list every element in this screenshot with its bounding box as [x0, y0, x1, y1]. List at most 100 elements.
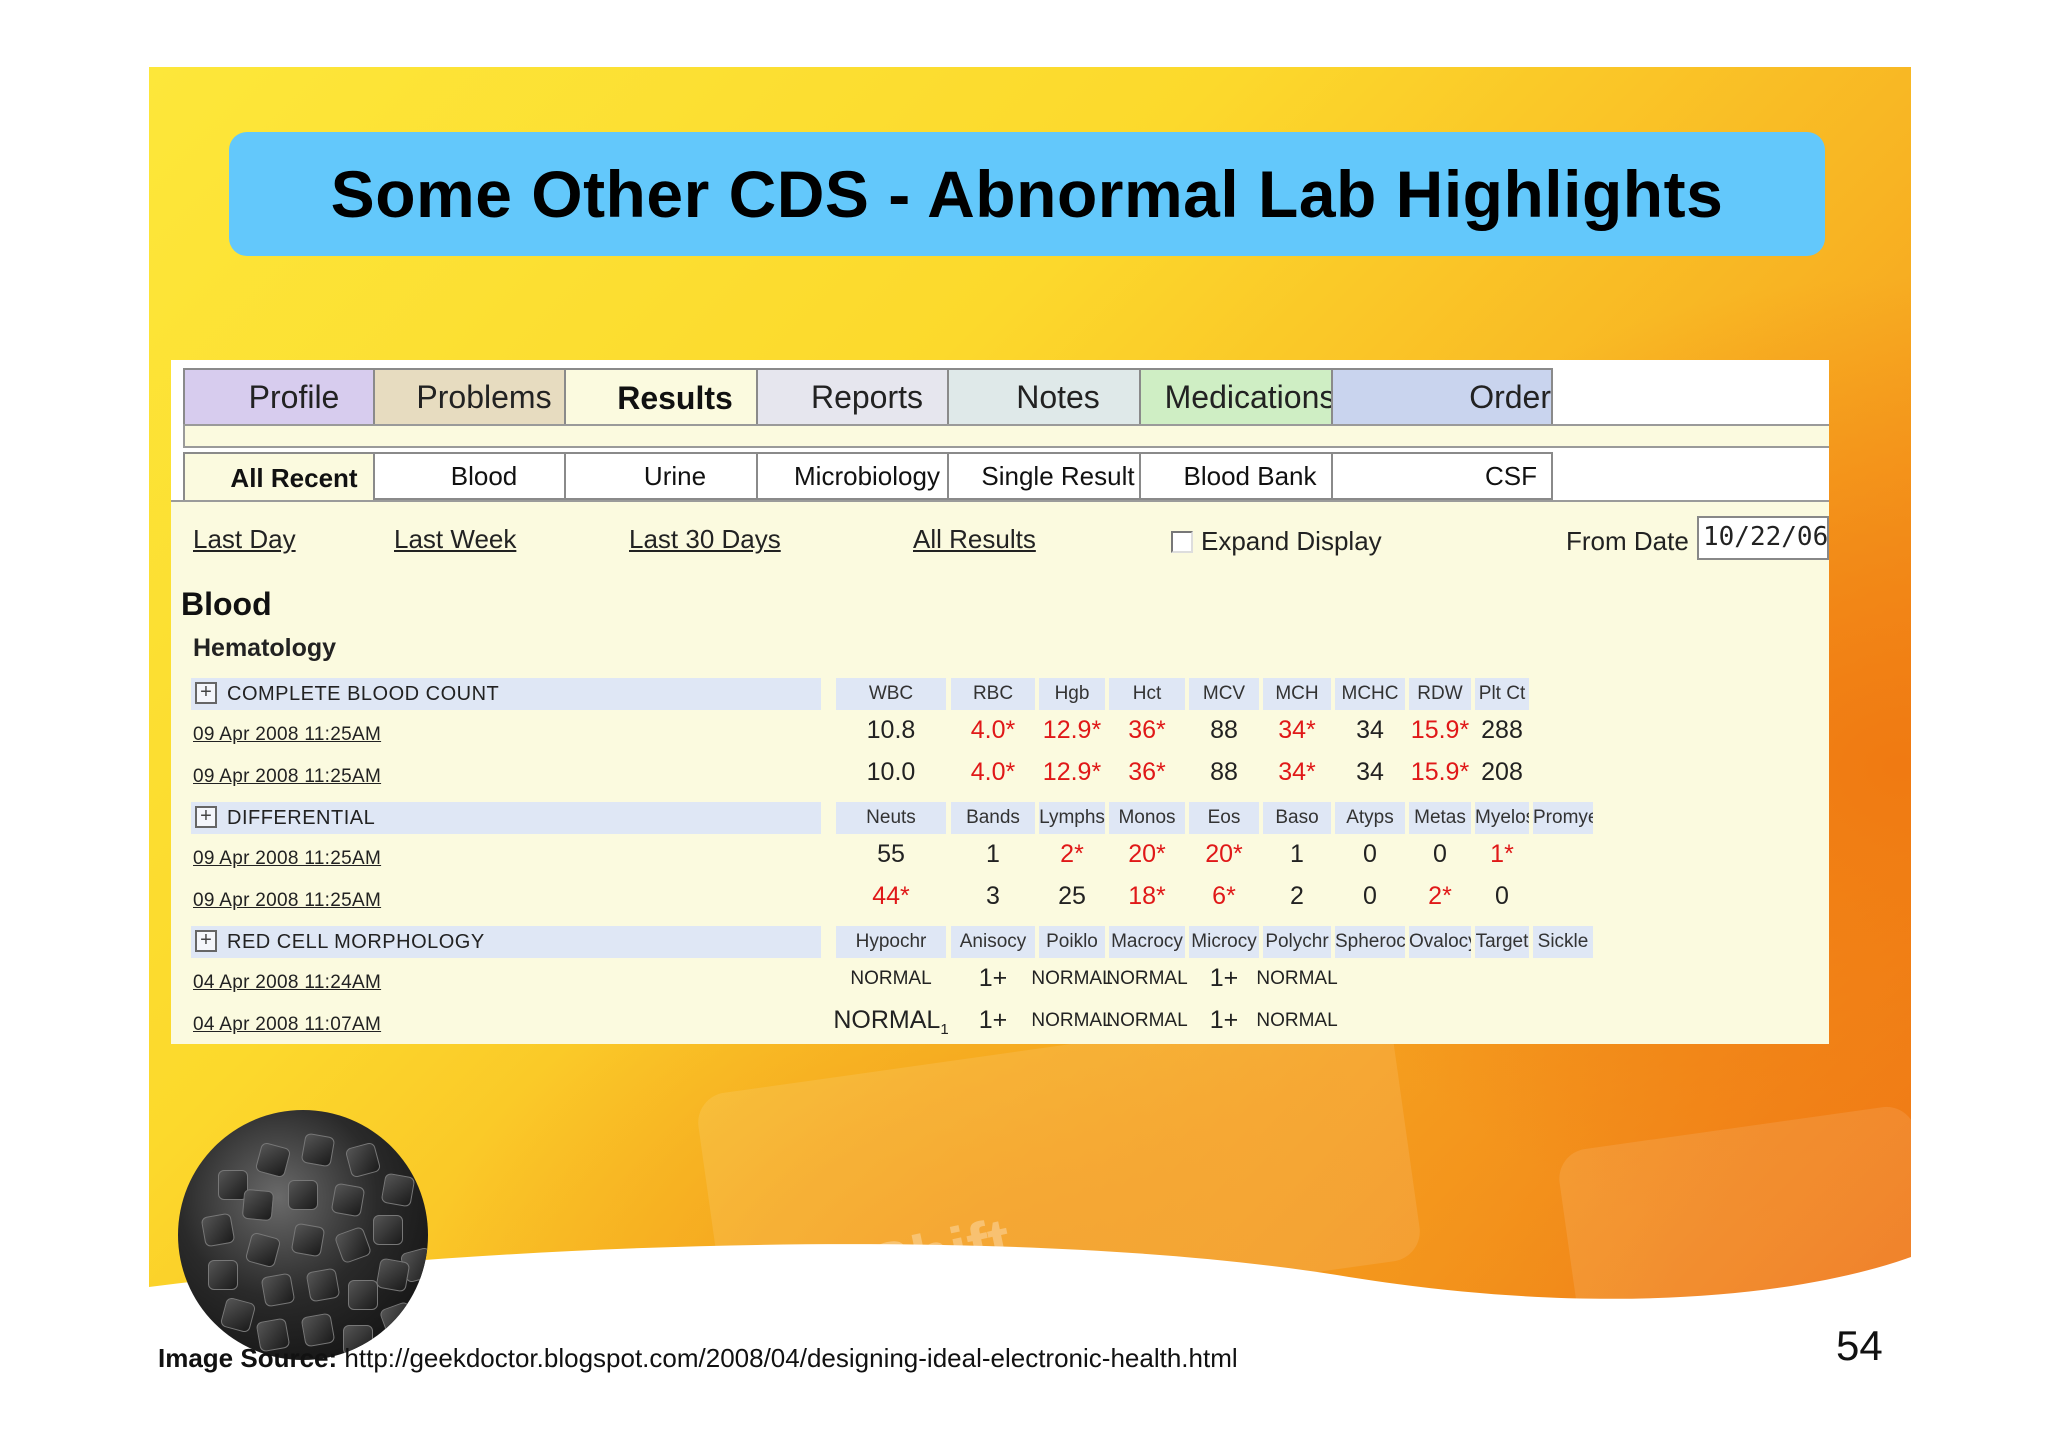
tab-notes[interactable]: Notes: [947, 368, 1169, 424]
column-header: MCV: [1189, 678, 1259, 710]
abnormal-lab-value: 20*: [1179, 840, 1269, 869]
footnote-marker[interactable]: 1: [940, 1021, 949, 1038]
tab-results[interactable]: Results: [564, 368, 786, 426]
globe-key-shape: [333, 1225, 373, 1265]
lab-value-text: NORMAL: [850, 968, 932, 989]
from-date-input[interactable]: 10/22/06: [1697, 516, 1829, 560]
abnormal-lab-value: 20*: [1099, 840, 1195, 869]
lab-value-text: 1+: [978, 964, 1008, 992]
lab-value: 0: [1325, 882, 1415, 911]
abnormal-lab-value: 1*: [1465, 840, 1539, 869]
column-header: WBC: [836, 678, 946, 710]
lab-value-text: NORMAL: [1256, 1010, 1338, 1031]
group-name: COMPLETE BLOOD COUNT: [227, 683, 500, 705]
expand-plus-icon[interactable]: +: [195, 682, 217, 704]
tab-profile[interactable]: Profile: [183, 368, 405, 424]
globe-key-shape: [343, 1325, 373, 1355]
abnormal-lab-value: 36*: [1099, 716, 1195, 745]
lab-value: NORMAL: [1253, 968, 1341, 990]
subtab-csf[interactable]: CSF: [1331, 452, 1553, 500]
lab-value-text: 1: [1290, 840, 1304, 868]
globe-key-shape: [348, 1280, 378, 1310]
lab-value: 34: [1325, 716, 1415, 745]
column-header: Eos: [1189, 802, 1259, 834]
lab-value: 1: [941, 840, 1045, 869]
tab-medications[interactable]: Medications: [1139, 368, 1361, 424]
tab-order[interactable]: Order: [1331, 368, 1553, 424]
lab-value: NORMAL: [1029, 1010, 1115, 1032]
lab-value-text: NORMAL: [1256, 968, 1338, 989]
lab-value-text: 15.9*: [1410, 758, 1470, 786]
expand-plus-icon[interactable]: +: [195, 806, 217, 828]
from-date-label: From Date: [1566, 526, 1689, 556]
result-date-link[interactable]: 04 Apr 2008 11:07AM: [193, 1014, 382, 1035]
group-header[interactable]: + DIFFERENTIAL: [191, 802, 821, 834]
column-header: Spheroc: [1335, 926, 1405, 958]
lab-value-text: 55: [877, 840, 905, 868]
group-header[interactable]: + COMPLETE BLOOD COUNT: [191, 678, 821, 710]
lab-value: NORMAL: [1253, 1010, 1341, 1032]
link-last-week[interactable]: Last Week: [394, 524, 517, 554]
lab-value-text: 34*: [1278, 716, 1316, 744]
lab-value: NORMAL: [826, 968, 956, 990]
column-header: Macrocy: [1109, 926, 1185, 958]
column-header: Myelos: [1475, 802, 1529, 834]
lab-value-text: NORMAL: [833, 1006, 941, 1034]
lab-value-text: 34*: [1278, 758, 1316, 786]
lab-value-text: 20*: [1205, 840, 1243, 868]
subtab-urine[interactable]: Urine: [564, 452, 786, 500]
lab-value-text: 0: [1433, 840, 1447, 868]
subtab-blood-bank[interactable]: Blood Bank: [1139, 452, 1361, 500]
expand-display-toggle[interactable]: Expand Display: [1171, 526, 1382, 557]
lab-value: 10.0: [826, 758, 956, 787]
subtab-single-result[interactable]: Single Result: [947, 452, 1169, 500]
subsection-heading: Hematology: [193, 634, 337, 662]
column-header: Hypochr: [836, 926, 946, 958]
lab-value-text: NORMAL: [1031, 1010, 1113, 1031]
result-date-link[interactable]: 09 Apr 2008 11:25AM: [193, 766, 382, 787]
lab-value: 88: [1179, 758, 1269, 787]
link-last-day[interactable]: Last Day: [193, 524, 296, 554]
lab-value: 288: [1465, 716, 1539, 745]
expand-display-checkbox[interactable]: [1171, 530, 1193, 553]
subtab-all-recent[interactable]: All Recent: [183, 452, 405, 502]
column-header: Sickle: [1533, 926, 1593, 958]
result-date-link[interactable]: 09 Apr 2008 11:25AM: [193, 890, 382, 911]
column-header: Poiklo: [1039, 926, 1105, 958]
lab-value: NORMAL: [1099, 968, 1195, 990]
slide-title: Some Other CDS - Abnormal Lab Highlights: [330, 157, 1724, 231]
lab-value-text: 0: [1363, 840, 1377, 868]
subtab-blood[interactable]: Blood: [373, 452, 595, 500]
lab-value: 0: [1399, 840, 1481, 869]
abnormal-lab-value: 15.9*: [1399, 758, 1481, 787]
lab-value-text: 18*: [1128, 882, 1166, 910]
result-date-link[interactable]: 04 Apr 2008 11:24AM: [193, 972, 382, 993]
lab-value-text: 34: [1356, 758, 1384, 786]
column-header: Monos: [1109, 802, 1185, 834]
lab-value-text: 20*: [1128, 840, 1166, 868]
globe-key-shape: [375, 1257, 411, 1293]
tab-reports[interactable]: Reports: [756, 368, 978, 424]
group-header[interactable]: + RED CELL MORPHOLOGY: [191, 926, 821, 958]
subtab-microbiology[interactable]: Microbiology: [756, 452, 978, 500]
lab-value: 1+: [1179, 964, 1269, 993]
lab-value-text: 88: [1210, 716, 1238, 744]
globe-key-shape: [305, 1267, 341, 1303]
lab-value-text: 10.8: [866, 716, 916, 744]
lab-value-text: NORMAL: [1106, 1010, 1188, 1031]
column-header: Hct: [1109, 678, 1185, 710]
abnormal-lab-value: 2*: [1399, 882, 1481, 911]
abnormal-lab-value: 34*: [1253, 716, 1341, 745]
result-date-link[interactable]: 09 Apr 2008 11:25AM: [193, 848, 382, 869]
expand-plus-icon[interactable]: +: [195, 930, 217, 952]
column-header: RBC: [951, 678, 1035, 710]
tab-problems[interactable]: Problems: [373, 368, 595, 424]
lab-value: 55: [826, 840, 956, 869]
abnormal-lab-value: 4.0*: [941, 758, 1045, 787]
link-last-30-days[interactable]: Last 30 Days: [629, 524, 781, 554]
result-date-link[interactable]: 09 Apr 2008 11:25AM: [193, 724, 382, 745]
results-grid: + COMPLETE BLOOD COUNT WBC RBC Hgb Hct MCV MCH M…: [191, 502, 1829, 1044]
lab-value-text: 1+: [978, 1006, 1008, 1034]
image-source-url: http://geekdoctor.blogspot.com/2008/04/d…: [344, 1343, 1238, 1373]
link-all-results[interactable]: All Results: [913, 524, 1036, 554]
